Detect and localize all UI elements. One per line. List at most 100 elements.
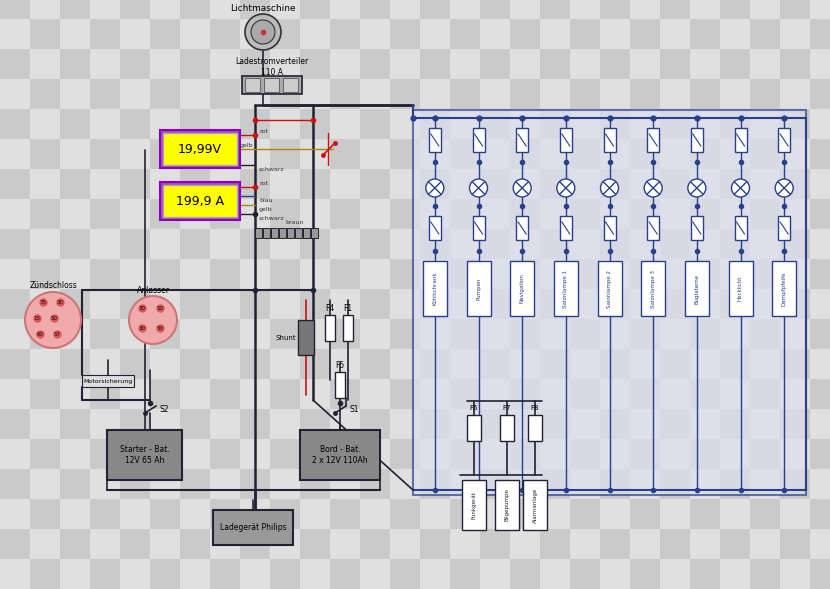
Circle shape (129, 296, 177, 344)
Bar (780, 319, 810, 349)
Bar (600, 169, 630, 199)
Bar (720, 19, 750, 49)
Bar (570, 469, 600, 499)
Bar (510, 79, 540, 109)
Bar (360, 109, 390, 139)
Bar (180, 49, 210, 79)
Bar (360, 529, 390, 559)
Bar (450, 349, 480, 379)
Bar (300, 319, 330, 349)
Bar (420, 229, 450, 259)
Bar (600, 319, 630, 349)
Text: Bilgepumpe: Bilgepumpe (505, 488, 510, 521)
Bar (120, 529, 150, 559)
Bar (180, 259, 210, 289)
Bar (90, 259, 120, 289)
Bar (360, 349, 390, 379)
Bar (107, 430, 182, 480)
Text: Bord - Bat.
2 x 12V 110Ah: Bord - Bat. 2 x 12V 110Ah (312, 445, 368, 465)
Bar (660, 0, 690, 19)
Bar (150, 379, 180, 409)
Bar (240, 559, 270, 589)
Bar (570, 199, 600, 229)
Bar (600, 559, 630, 589)
Bar (660, 289, 690, 319)
Bar (540, 139, 570, 169)
Bar (330, 139, 360, 169)
Bar (480, 439, 510, 469)
Bar (330, 79, 360, 109)
Bar (720, 199, 750, 229)
Bar (180, 109, 210, 139)
Circle shape (688, 179, 706, 197)
Bar (450, 139, 480, 169)
Bar (330, 469, 360, 499)
Bar (420, 19, 450, 49)
Bar (0, 469, 30, 499)
Bar (630, 229, 660, 259)
Bar (510, 199, 540, 229)
Bar (180, 409, 210, 439)
Bar (720, 259, 750, 289)
Bar (600, 49, 630, 79)
Bar (150, 0, 180, 19)
Bar (30, 409, 60, 439)
Bar (516, 128, 528, 152)
Bar (330, 0, 360, 19)
Bar (90, 439, 120, 469)
Bar (480, 319, 510, 349)
Bar (480, 0, 510, 19)
Bar (420, 559, 450, 589)
Bar (390, 19, 420, 49)
Bar (300, 109, 330, 139)
Bar (180, 79, 210, 109)
Bar (600, 349, 630, 379)
Bar (60, 139, 90, 169)
Bar (510, 0, 540, 19)
Bar (330, 109, 360, 139)
Bar (540, 109, 570, 139)
Bar (450, 49, 480, 79)
Text: Navigation: Navigation (520, 273, 525, 303)
Bar (630, 19, 660, 49)
Bar (720, 79, 750, 109)
Bar (150, 79, 180, 109)
Bar (90, 319, 120, 349)
Bar (0, 559, 30, 589)
Bar (270, 199, 300, 229)
Bar (720, 229, 750, 259)
Bar (120, 229, 150, 259)
Bar (279, 228, 286, 238)
FancyBboxPatch shape (160, 130, 240, 168)
Bar (630, 139, 660, 169)
Bar (210, 379, 240, 409)
Bar (810, 199, 830, 229)
Text: blau: blau (259, 197, 272, 203)
Bar (420, 199, 450, 229)
Bar (180, 559, 210, 589)
Bar (660, 79, 690, 109)
Text: F7: F7 (503, 405, 511, 411)
Bar (240, 0, 270, 19)
Bar (420, 379, 450, 409)
Bar (720, 439, 750, 469)
Bar (516, 216, 528, 240)
Bar (390, 139, 420, 169)
Bar (510, 109, 540, 139)
Bar (270, 139, 300, 169)
Bar (720, 319, 750, 349)
Bar (630, 439, 660, 469)
Bar (660, 199, 690, 229)
Bar (810, 109, 830, 139)
Bar (480, 49, 510, 79)
Circle shape (731, 179, 749, 197)
Bar (240, 139, 270, 169)
Bar (540, 379, 570, 409)
Bar (300, 19, 330, 49)
Bar (360, 0, 390, 19)
Bar (472, 128, 485, 152)
Bar (120, 79, 150, 109)
Bar (559, 216, 572, 240)
Bar (150, 289, 180, 319)
Bar (570, 409, 600, 439)
